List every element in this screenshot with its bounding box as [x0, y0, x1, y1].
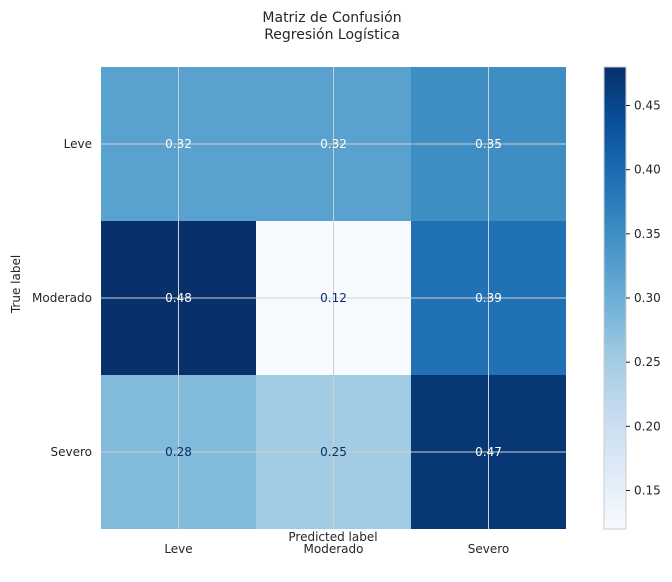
y-tick-label: Moderado	[32, 291, 92, 305]
colorbar	[603, 66, 627, 530]
x-tick-labels: Leve Moderado Severo	[164, 542, 509, 556]
cell-value-label: 0.32	[165, 137, 192, 151]
y-tick-label: Severo	[51, 445, 93, 459]
cell-value-label: 0.32	[320, 137, 347, 151]
colorbar-ticks: 0.15 0.20 0.25 0.30 0.35 0.40 0.45	[626, 99, 661, 498]
colorbar-tick-label: 0.30	[634, 291, 661, 305]
colorbar-tick-label: 0.45	[634, 99, 661, 113]
y-tick-labels: Leve Moderado Severo	[32, 137, 92, 459]
x-tick-label: Moderado	[304, 542, 364, 556]
chart-subtitle: Regresión Logística	[264, 27, 400, 43]
cell-value-label: 0.48	[165, 291, 192, 305]
x-tick-label: Severo	[468, 542, 510, 556]
y-tick-label: Leve	[64, 137, 92, 151]
y-axis-label: True label	[9, 255, 23, 314]
grid-lines	[101, 67, 566, 529]
cell-value-label: 0.25	[320, 445, 347, 459]
cell-value-label: 0.28	[165, 445, 192, 459]
cell-value-label: 0.12	[320, 291, 347, 305]
x-axis-label: Predicted label	[288, 530, 377, 544]
x-tick-label: Leve	[164, 542, 192, 556]
cell-value-label: 0.47	[475, 445, 502, 459]
cell-value-labels: 0.32 0.32 0.35 0.48 0.12 0.39 0.28 0.25 0.47	[165, 137, 502, 459]
colorbar-tick-label: 0.15	[634, 484, 661, 498]
colorbar-tick-label: 0.20	[634, 419, 661, 433]
colorbar-tick-label: 0.35	[634, 227, 661, 241]
cell-value-label: 0.39	[475, 291, 502, 305]
cell-value-label: 0.35	[475, 137, 502, 151]
colorbar-tick-label: 0.25	[634, 355, 661, 369]
chart-title: Matriz de Confusión	[262, 10, 401, 26]
colorbar-tick-label: 0.40	[634, 163, 661, 177]
